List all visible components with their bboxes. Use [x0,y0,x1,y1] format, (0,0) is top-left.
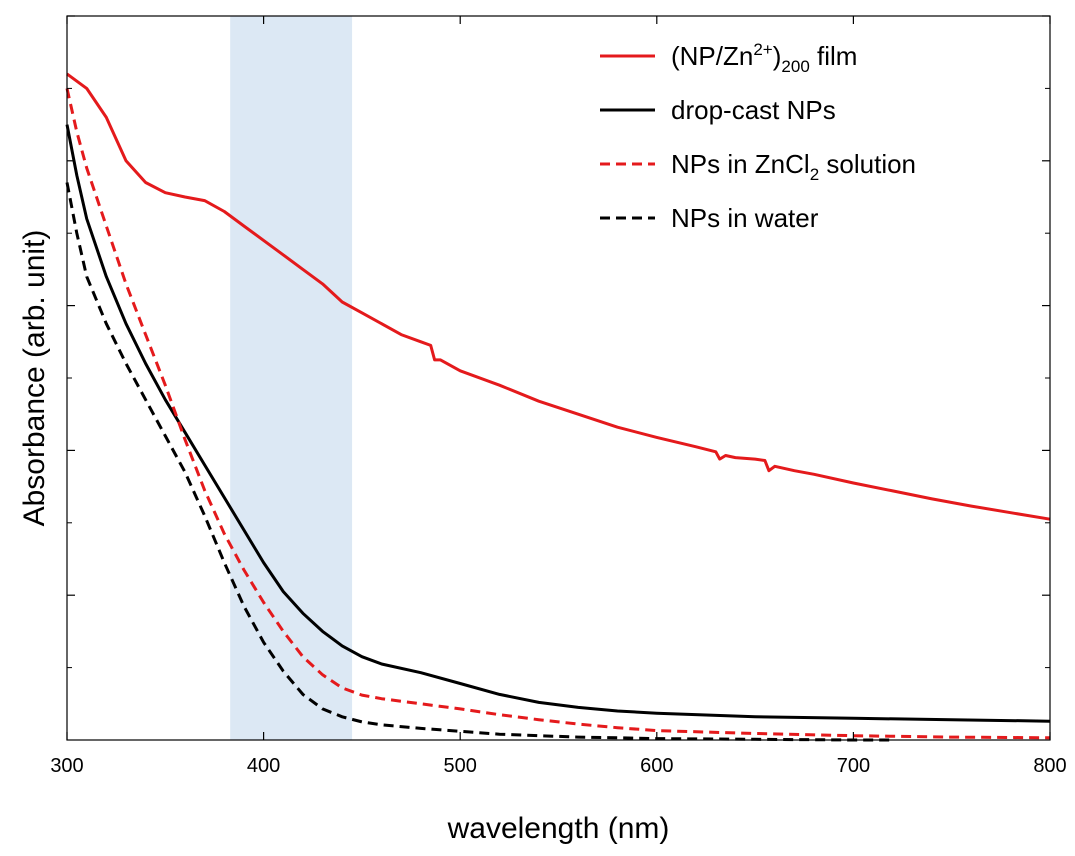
series-line-1 [66,72,1051,521]
legend-label-part: film [810,41,858,71]
x-tick-label: 400 [247,755,280,777]
legend-label-2: drop-cast NPs [671,95,836,125]
series-line-3 [65,88,1051,740]
legend-label-part: NPs in ZnCl [671,149,810,179]
legend-label-part: solution [819,149,916,179]
legend-label-part: 2+ [753,40,772,59]
series-line-4 [65,182,893,742]
x-tick-label: 500 [444,755,477,777]
highlight-band-layer [230,16,353,740]
x-tick-label: 300 [50,755,83,777]
x-axis-title: wavelength (nm) [447,812,670,845]
legend-label-part: drop-cast NPs [671,95,836,125]
tick-layer: 300 400 500 600 700 800 [50,15,1067,777]
legend-label-3: NPs in ZnCl2 solution [671,149,916,184]
legend-label-part: NPs in water [671,203,819,233]
legend-label-4: NPs in water [671,203,819,233]
y-axis-title: Absorbance (arb. unit) [18,230,51,527]
legend-label-part: (NP/Zn [671,41,753,71]
highlight-band [230,16,353,740]
x-tick-label: 700 [837,755,870,777]
legend-label-1: (NP/Zn2+)200 film [671,40,857,76]
x-tick-label: 600 [640,755,673,777]
legend-label-part: 200 [781,57,809,76]
legend: (NP/Zn2+)200 film drop-cast NPs NPs in ZnC… [600,40,916,233]
series-layer [65,72,1051,742]
legend-label-part: 2 [810,165,819,184]
series-line-2 [65,124,1051,723]
legend-label-part: ) [773,41,782,71]
x-tick-label: 800 [1033,755,1066,777]
plot-frame [66,15,1051,741]
